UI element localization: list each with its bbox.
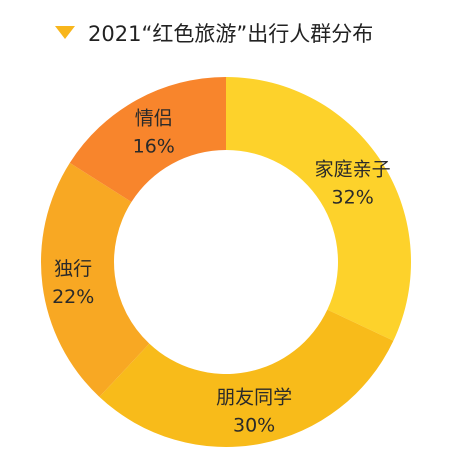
slice-label-name-1: 家庭亲子	[315, 159, 391, 181]
donut-slice-1	[226, 77, 411, 341]
donut-slice-4	[69, 77, 226, 202]
legend-triangle-marker	[55, 26, 75, 39]
donut-slice-2	[99, 309, 394, 447]
slice-label-name-3: 独行	[54, 258, 92, 280]
chart-legend: 2021“红色旅游”出行人群分布	[55, 22, 373, 46]
slice-labels: 家庭亲子 32% 朋友同学 30% 独行 22% 情侣 16%	[52, 108, 391, 437]
donut-slices	[40, 77, 411, 447]
slice-label-name-4: 情侣	[135, 108, 173, 130]
slice-label-value-4: 16%	[133, 136, 175, 158]
slice-label-value-2: 30%	[233, 414, 275, 436]
slice-label-name-2: 朋友同学	[216, 386, 292, 408]
slice-label-value-1: 32%	[332, 187, 374, 209]
donut-slice-3	[40, 162, 150, 397]
slice-label-value-3: 22%	[52, 286, 94, 308]
chart-title: 2021“红色旅游”出行人群分布	[88, 22, 373, 46]
